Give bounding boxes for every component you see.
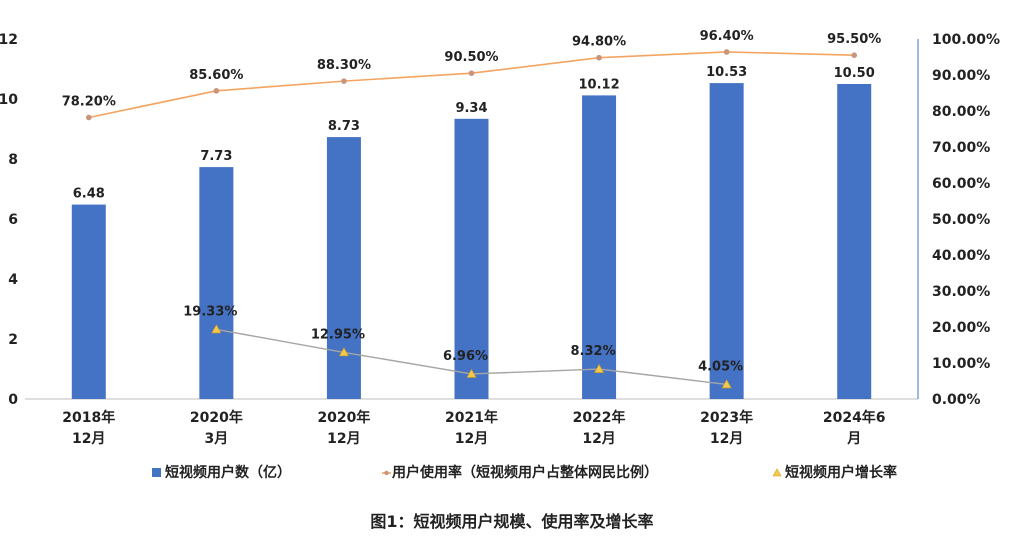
axes-group: 0 2 4 6 8 10 12 0.00% 10.00% 20.00% 30.00% 40.00% 50…: [0, 32, 1000, 447]
y-left-tick-label: 4: [8, 272, 18, 288]
x-tick-label-line2: 12月: [710, 431, 743, 447]
bar: [709, 83, 744, 399]
bar: [454, 118, 489, 400]
usage-rate-label: 78.20%: [62, 94, 116, 109]
bar-value-label: 10.12: [579, 77, 620, 92]
bar: [326, 137, 361, 399]
usage-rate-point: [85, 114, 92, 121]
x-tick-label-line1: 2018年: [62, 409, 115, 426]
usage-rate-label: 95.50%: [827, 32, 881, 47]
bar: [837, 84, 872, 399]
data-labels-group: 6.48 7.73 8.73 9.34 10.12 10.53 10.50 78.20% 85.…: [62, 29, 882, 374]
x-tick-label: 2023年 12月: [700, 409, 753, 447]
x-tick-label: 2024年6 月: [823, 409, 886, 447]
y-left-tick-label: 0: [8, 392, 18, 408]
y-left-tick-label: 12: [0, 32, 18, 48]
y-right-tick-label: 20.00%: [932, 320, 990, 336]
growth-rate-point: [721, 379, 732, 389]
usage-rate-label: 94.80%: [572, 35, 626, 50]
legend-swatch-bar: [152, 468, 161, 477]
growth-rate-label: 8.32%: [571, 344, 616, 359]
usage-rate-label: 90.50%: [444, 50, 498, 65]
x-tick-label: 2018年 12月: [62, 409, 115, 447]
growth-rate-point: [466, 368, 477, 378]
x-tick-label-line1: 2022年: [573, 409, 626, 426]
y-left-tick-label: 6: [8, 212, 18, 228]
x-tick-label-line2: 月: [846, 431, 861, 447]
x-tick-label-line1: 2020年: [317, 409, 370, 426]
x-tick-label-line2: 12月: [327, 431, 360, 447]
usage-rate-point: [596, 54, 602, 61]
y-right-tick-label: 0.00%: [932, 392, 981, 408]
usage-rate-point: [213, 88, 220, 94]
x-tick-label-line2: 12月: [72, 431, 105, 447]
usage-rate-label: 85.60%: [189, 68, 243, 83]
legend-label-usage-rate: 用户使用率（短视频用户占整体网民比例）: [392, 464, 658, 481]
y-right-tick-label: 80.00%: [932, 104, 990, 120]
usage-rate-label: 96.40%: [700, 29, 754, 44]
growth-rate-label: 6.96%: [443, 349, 488, 364]
growth-rate-point: [338, 347, 349, 357]
bar: [582, 95, 617, 400]
usage-rate-point: [851, 52, 858, 58]
x-tick-label-line2: 12月: [582, 431, 615, 447]
legend-swatch-growth-marker: [772, 468, 782, 477]
y-right-tick-label: 70.00%: [932, 140, 990, 156]
y-right-tick-label: 40.00%: [932, 248, 990, 264]
growth-rate-point: [211, 324, 222, 334]
y-right-tick-label: 10.00%: [932, 356, 990, 372]
legend-swatch-usage-marker: [384, 470, 389, 476]
growth-rate-label: 12.95%: [311, 327, 365, 342]
y-left-tick-label: 10: [0, 92, 18, 108]
bar-value-label: 9.34: [455, 101, 487, 116]
y-left-tick-label: 8: [8, 152, 18, 168]
x-tick-label: 2022年 12月: [573, 409, 626, 447]
x-tick-label-line1: 2021年: [445, 409, 498, 426]
x-tick-label: 2021年 12月: [445, 409, 498, 447]
x-tick-label-line2: 3月: [204, 431, 228, 447]
x-tick-label-line1: 2024年6: [823, 409, 886, 426]
usage-rate-point: [341, 78, 347, 84]
y-right-tick-label: 90.00%: [932, 68, 990, 84]
y-right-tick-label: 60.00%: [932, 176, 990, 192]
bar: [71, 204, 106, 399]
bar: [199, 167, 234, 399]
legend: 短视频用户数（亿） 用户使用率（短视频用户占整体网民比例） 短视频用户增长率: [152, 464, 897, 481]
growth-rate-point: [594, 363, 605, 373]
bar-value-label: 7.73: [200, 149, 232, 164]
lines-group: [85, 49, 858, 389]
chart-title: 图1：短视频用户规模、使用率及增长率: [370, 512, 653, 531]
y-right-tick-label: 100.00%: [932, 32, 1000, 48]
growth-rate-label: 19.33%: [183, 304, 237, 319]
x-tick-label-line1: 2020年: [190, 409, 243, 426]
usage-rate-label: 88.30%: [317, 58, 371, 73]
y-right-tick-label: 50.00%: [932, 212, 990, 228]
y-right-tick-label: 30.00%: [932, 284, 990, 300]
bar-value-label: 10.50: [834, 66, 875, 81]
usage-rate-point: [468, 70, 475, 76]
x-tick-label-line1: 2023年: [700, 409, 753, 426]
legend-label-users: 短视频用户数（亿）: [165, 464, 291, 481]
bar-value-label: 6.48: [73, 187, 105, 202]
x-tick-label: 2020年 12月: [317, 409, 370, 447]
growth-rate-label: 4.05%: [698, 359, 743, 374]
bar-value-label: 10.53: [706, 65, 747, 80]
bars-group: [71, 83, 872, 400]
y-left-tick-label: 2: [8, 332, 18, 348]
usage-rate-point: [723, 49, 730, 55]
x-tick-label: 2020年 3月: [190, 409, 243, 447]
legend-label-growth-rate: 短视频用户增长率: [785, 464, 897, 481]
x-tick-label-line2: 12月: [455, 431, 488, 447]
bar-value-label: 8.73: [328, 119, 360, 134]
